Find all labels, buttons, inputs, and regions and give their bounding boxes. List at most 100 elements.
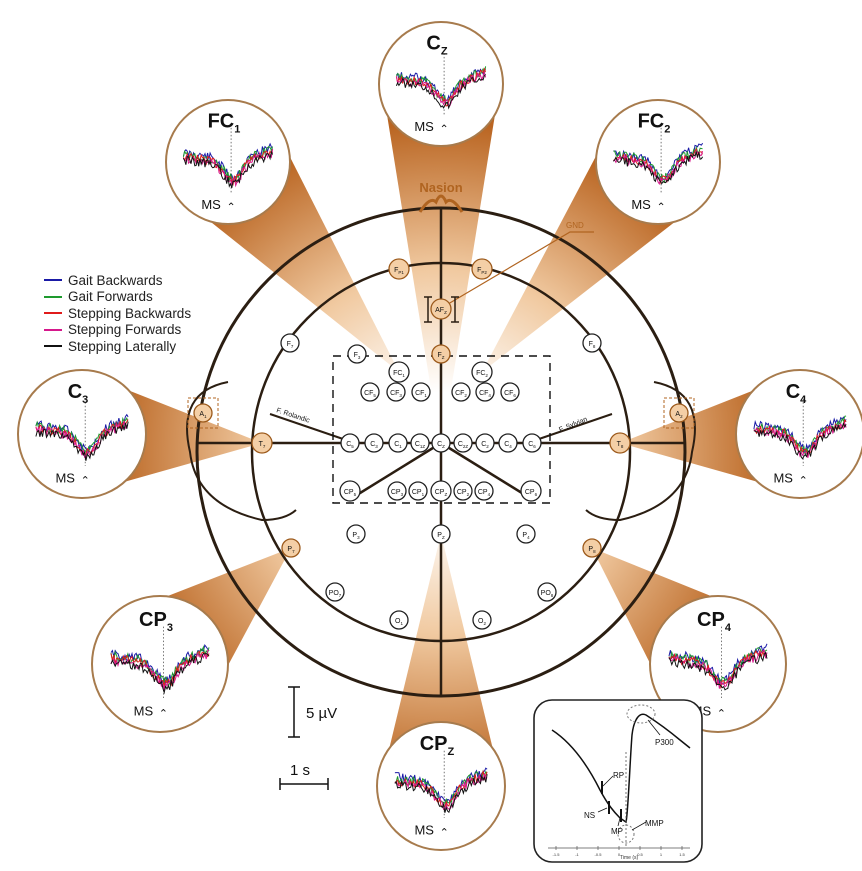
ms-arrow-icon: ⌃ <box>159 708 168 720</box>
electrode-marker <box>431 344 451 364</box>
legend-swatch <box>44 328 62 331</box>
electrode-fp1: FP1 <box>388 258 410 280</box>
legend-item: Gait Forwards <box>44 289 244 306</box>
electrode-marker <box>386 382 406 402</box>
inset-ticks: -1.5 -1 -0.5 0 0.5 1 1.5 <box>553 846 686 857</box>
ms-arrow-icon: ⌃ <box>656 201 665 213</box>
electrode-label: CZ <box>437 441 445 449</box>
electrode-cp3: CP3 <box>387 481 407 501</box>
trace-4 <box>668 651 768 691</box>
mrcp-waveform <box>551 713 691 824</box>
electrode-cp5: CP5 <box>339 480 361 502</box>
nasion-label: Nasion <box>419 180 462 195</box>
electrode-label: F3 <box>354 352 361 360</box>
inset-tick-label: 1 <box>660 852 663 857</box>
electrode-label: CP3 <box>391 489 404 497</box>
mrcp-inset: -1.5 -1 -0.5 0 0.5 1 1.5 RP NS MP MMP P300 Tim… <box>533 699 703 863</box>
p300-ellipse <box>626 704 656 724</box>
electrode-cf4: CF4 <box>475 382 495 402</box>
electrode-marker <box>346 524 366 544</box>
rp-label: RP <box>613 771 624 780</box>
a1-box <box>187 397 219 429</box>
mmp-ellipse <box>617 824 635 844</box>
right-ear-outline <box>585 381 696 522</box>
panel-title: FC2 <box>638 110 671 135</box>
panel-circle <box>165 99 291 225</box>
ms-arrow-icon: ⌃ <box>717 708 726 720</box>
electrode-label: CF4 <box>479 390 491 398</box>
rolandic-right-line <box>535 413 613 441</box>
electrode-p4: P4 <box>516 524 536 544</box>
time-scale-label: 1 s <box>290 762 310 779</box>
electrode-marker <box>360 382 380 402</box>
electrode-marker <box>389 610 409 630</box>
p300-label: P300 <box>655 738 674 747</box>
electrode-p3: P3 <box>346 524 366 544</box>
inset-frame <box>533 699 703 863</box>
electrode-label: FP2 <box>477 267 487 275</box>
electrode-f8: F8 <box>582 333 602 353</box>
a2-box <box>663 397 695 429</box>
electrode-marker <box>582 538 602 558</box>
electrode-label: P8 <box>588 546 596 554</box>
electrode-label: PO7 <box>329 590 342 598</box>
electrode-marker <box>280 333 300 353</box>
electrode-marker <box>516 524 536 544</box>
panel-title: CP4 <box>697 609 732 634</box>
p300-arrow <box>647 719 661 736</box>
electrode-label: FP1 <box>394 267 404 275</box>
trace-4 <box>613 150 704 185</box>
mmp-label: MMP <box>645 819 664 828</box>
panel-c3: C3 MS ⌃ <box>17 369 147 499</box>
electrode-cf1: CF1 <box>411 382 431 402</box>
electrode-label: T8 <box>617 441 624 449</box>
panel-circle <box>735 369 862 499</box>
electrode-marker <box>388 361 410 383</box>
voltage-scale-label: 5 µV <box>306 705 337 722</box>
ms-label: MS <box>773 471 793 486</box>
rolandic-right-label: F. Sylvian <box>558 416 588 434</box>
legend-item: Gait Backwards <box>44 272 244 289</box>
electrode-marker <box>430 298 452 320</box>
ms-label: MS <box>414 823 434 838</box>
electrode-label: FC1 <box>393 370 405 378</box>
trace-4 <box>753 421 847 460</box>
gnd-leader <box>442 231 594 308</box>
trace-3 <box>394 773 488 811</box>
electrode-label: F8 <box>589 341 596 349</box>
panel-title: C4 <box>786 381 807 406</box>
electrode-marker <box>453 481 473 501</box>
electrode-cp1: CP1 <box>408 481 428 501</box>
electrode-cf5: CF5 <box>360 382 380 402</box>
legend-swatch <box>44 312 62 315</box>
electrode-label: CPZ <box>435 489 448 497</box>
trace-4 <box>394 774 488 814</box>
electrode-c3: C3 <box>364 433 384 453</box>
electrode-label: C3 <box>370 441 378 449</box>
electrode-label: CP2 <box>457 489 470 497</box>
electrode-marker <box>388 258 410 280</box>
electrode-label: C1Z <box>415 441 426 449</box>
electrode-c1: C1 <box>388 433 408 453</box>
trace-3 <box>753 421 847 458</box>
electrode-marker <box>251 432 273 454</box>
erp-panels: CZMS⌃FC1MS⌃FC2MS⌃C3MS⌃C4MS⌃CP3MS⌃CP4MS⌃C… <box>17 21 862 851</box>
electrode-label: CF6 <box>504 390 516 398</box>
electrode-marker <box>522 433 542 453</box>
electrode-label: CF1 <box>415 390 427 398</box>
legend-label: Stepping Backwards <box>68 305 192 321</box>
legend-item: Stepping Laterally <box>44 338 244 355</box>
electrode-marker <box>193 403 213 423</box>
electrode-label: CP1 <box>412 489 425 497</box>
electrode-label: AFZ <box>435 307 447 315</box>
electrode-c1z: C1Z <box>410 433 430 453</box>
legend-label: Gait Forwards <box>68 289 153 305</box>
branch-left <box>351 441 442 500</box>
trace-1 <box>110 645 210 687</box>
electrode-fp2: FP2 <box>471 258 493 280</box>
electrode-marker <box>364 433 384 453</box>
electrode-marker <box>339 480 361 502</box>
inset-tick-label: -1.5 <box>553 852 561 857</box>
panel-title: CPZ <box>420 733 455 758</box>
